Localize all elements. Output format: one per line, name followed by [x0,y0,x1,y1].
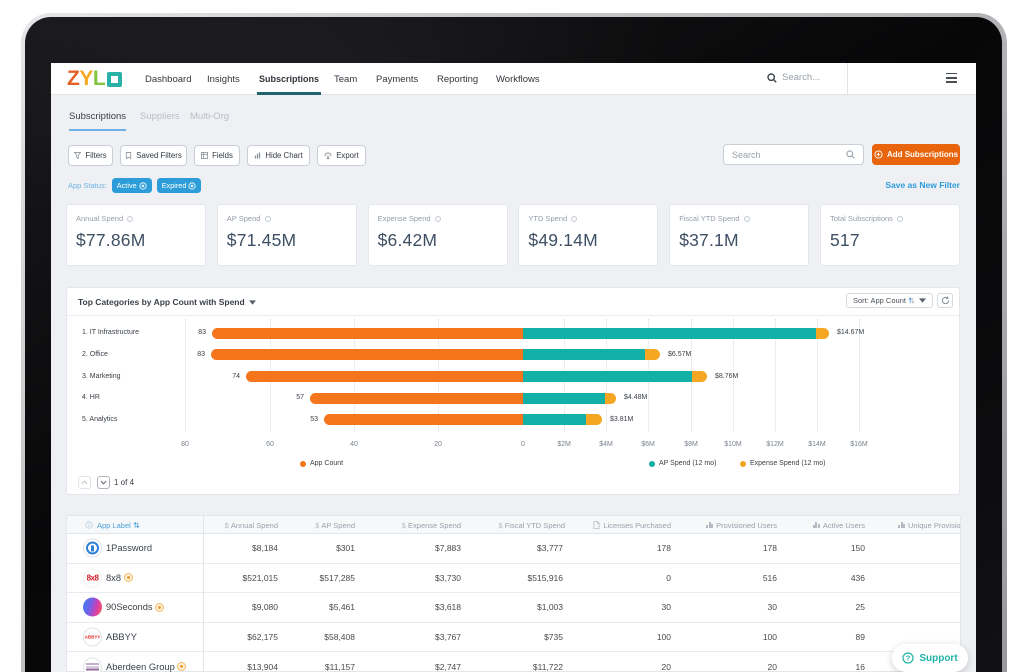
svg-text:?: ? [906,654,911,663]
